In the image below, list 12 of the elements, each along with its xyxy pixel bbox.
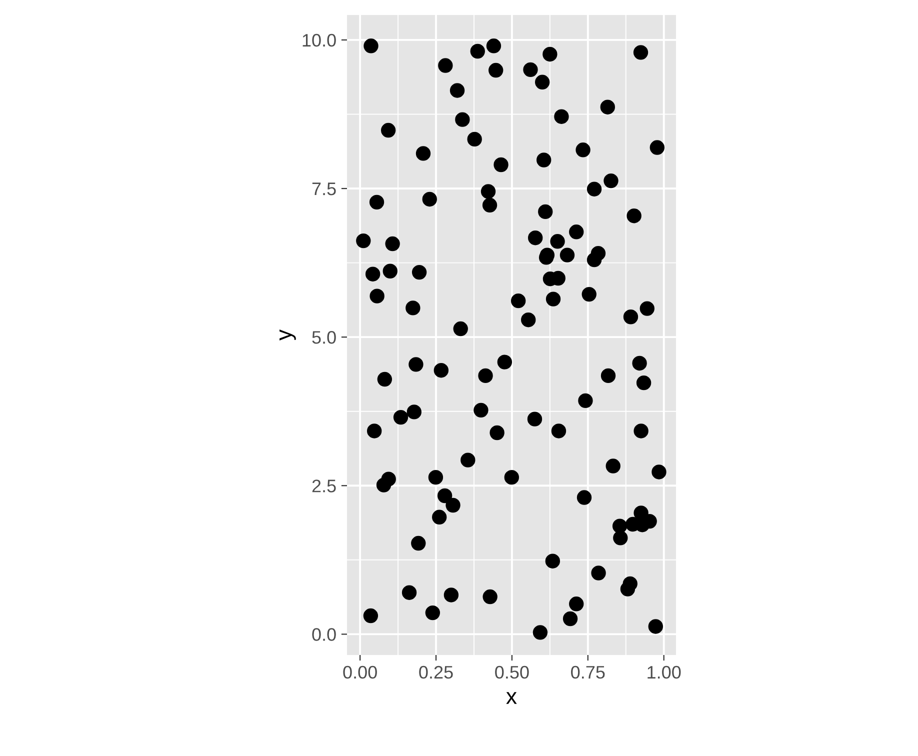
x-tick-label: 0.25 <box>419 666 453 679</box>
x-tick-label: 1.00 <box>648 666 681 679</box>
x-tick-label: 0.75 <box>571 666 605 679</box>
y-tick-label: 2.5 <box>312 480 336 492</box>
y-tick-label: 5.0 <box>312 331 336 344</box>
x-tick-label: 0.50 <box>495 666 529 679</box>
y-axis-title: y <box>280 329 296 340</box>
y-tick-label: 0.0 <box>312 628 336 641</box>
y-tick-label: 7.5 <box>312 182 336 196</box>
y-tick-label: 10.0 <box>302 34 336 47</box>
x-axis-title: x <box>506 692 517 704</box>
x-tick-label: 0.00 <box>343 666 377 679</box>
